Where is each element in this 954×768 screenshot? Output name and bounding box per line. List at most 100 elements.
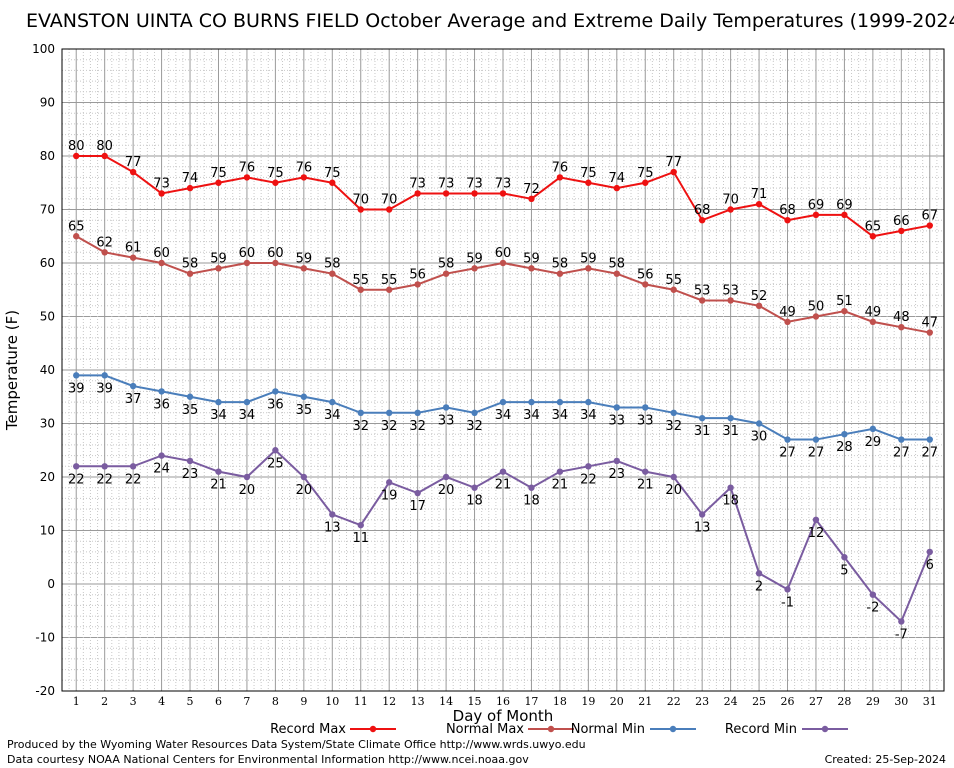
data-label-normal-min: 34 [523,408,540,423]
data-label-normal-min: 33 [438,413,455,428]
data-label-record-min: 5 [840,563,848,578]
data-label-normal-min: 28 [836,440,853,455]
data-point-normal-max [73,233,80,240]
data-point-record-max [414,190,421,197]
x-tick-label: 25 [752,695,766,708]
data-label-normal-min: 34 [552,408,569,423]
data-label-normal-max: 62 [96,235,113,250]
data-point-record-min [329,511,336,518]
data-point-record-min [670,473,677,481]
data-label-normal-max: 60 [267,246,284,261]
data-label-normal-min: 27 [922,446,939,461]
data-point-record-min [613,457,621,465]
x-tick-label: 15 [468,695,482,708]
data-label-normal-min: 32 [381,419,398,434]
x-tick-label: 14 [439,695,453,708]
data-label-normal-max: 49 [865,305,882,320]
data-label-record-max: 70 [722,193,739,208]
x-tick-label: 20 [610,695,624,708]
data-point-normal-max [869,318,877,326]
data-label-record-min: 23 [182,467,199,482]
data-label-record-max: 65 [865,219,882,234]
data-label-normal-min: 27 [808,446,825,461]
data-label-record-max: 77 [665,155,682,170]
data-label-normal-max: 65 [68,219,85,234]
x-tick-label: 1 [73,695,80,708]
footer-created-date: Created: 25-Sep-2024 [825,753,946,766]
data-point-record-min [755,570,763,577]
data-label-normal-max: 59 [466,251,483,266]
data-point-normal-max [385,286,393,293]
data-label-record-max: 71 [751,187,768,202]
data-point-record-min [129,463,137,470]
plot-frame [61,48,945,692]
data-label-record-max: 73 [466,176,483,191]
data-label-normal-max: 60 [153,246,170,261]
data-label-normal-max: 58 [438,257,455,272]
data-point-record-min [243,473,251,481]
data-label-record-min: 22 [68,472,85,487]
data-label-normal-max: 59 [296,251,313,266]
data-point-normal-max [642,281,649,288]
x-tick-label: 30 [894,695,908,708]
data-point-normal-max [898,324,905,331]
data-label-normal-min: 29 [865,435,882,450]
x-tick-label: 17 [524,695,538,708]
data-point-record-min [442,473,450,481]
data-point-record-max [841,211,848,219]
data-label-normal-min: 37 [125,392,142,407]
data-label-normal-max: 58 [182,257,199,272]
x-tick-label: 27 [809,695,823,708]
data-label-record-max: 76 [552,160,569,175]
data-label-record-max: 80 [96,139,113,154]
data-label-record-min: 20 [438,483,455,498]
x-tick-label: 16 [496,695,510,708]
data-point-record-max [101,152,108,160]
data-label-record-max: 73 [438,176,455,191]
data-label-normal-min: 34 [495,408,512,423]
data-label-record-min: 21 [552,478,569,493]
data-point-record-max [186,184,194,192]
data-point-normal-max [784,318,791,326]
data-label-record-min: 23 [609,467,626,482]
data-label-normal-min: 35 [182,403,199,418]
data-label-record-max: 67 [922,209,939,224]
data-point-normal-max [670,286,677,293]
data-point-normal-min [528,398,535,406]
data-label-record-min: 20 [296,483,313,498]
data-label-normal-max: 47 [922,316,939,331]
x-tick-label: 26 [781,695,795,708]
y-axis-label: Temperature (F) [3,310,21,431]
data-point-normal-max [528,265,535,272]
data-label-normal-min: 35 [296,403,313,418]
data-label-normal-min: 32 [352,419,369,434]
data-label-normal-max: 60 [239,246,256,261]
data-label-record-min: 21 [495,478,512,493]
data-label-normal-min: 36 [153,397,170,412]
x-axis-label: Day of Month [453,707,554,725]
x-tick-label: 3 [130,695,137,708]
y-tick-label: 100 [32,42,55,56]
data-label-normal-min: 34 [239,408,256,423]
data-point-record-max [812,211,820,219]
data-point-record-min [158,452,165,459]
data-label-record-min: 21 [210,478,227,493]
x-tick-label: 13 [411,695,425,708]
data-point-record-min [471,484,478,491]
data-label-record-max: 66 [893,214,910,229]
data-label-record-min: 22 [125,472,142,487]
data-label-record-max: 69 [808,198,825,213]
data-point-record-max [329,179,336,186]
data-label-record-max: 70 [381,193,398,208]
data-point-normal-min [812,436,820,443]
data-label-normal-min: 34 [210,408,227,423]
data-point-record-max [272,179,279,186]
y-tick-label: 80 [40,149,55,163]
data-point-record-max [784,217,791,224]
data-point-normal-min [898,436,905,443]
data-label-normal-min: 32 [665,419,682,434]
data-point-record-min [101,463,108,470]
data-label-record-max: 68 [694,203,711,218]
data-point-record-min [414,489,421,497]
legend-item-normal-max: Normal Max [446,722,574,737]
